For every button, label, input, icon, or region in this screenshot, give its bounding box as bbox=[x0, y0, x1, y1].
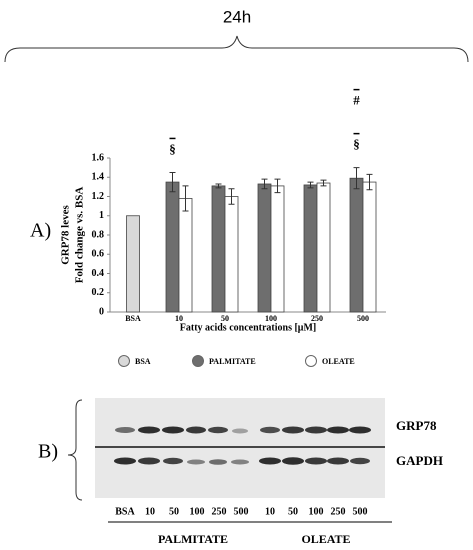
error-bar bbox=[353, 167, 360, 190]
band bbox=[232, 428, 248, 434]
gapdh-bands bbox=[114, 457, 370, 465]
x-tick-label: 100 bbox=[265, 314, 277, 323]
blot: B) GRP78 GAPDH PALMITATE OLEATE bbox=[38, 398, 443, 546]
band bbox=[350, 457, 370, 465]
legend-marker bbox=[192, 355, 204, 367]
lane-label: BSA bbox=[115, 506, 135, 517]
legend-label: PALMITATE bbox=[209, 357, 256, 366]
bar bbox=[257, 183, 272, 313]
x-tick-label: 500 bbox=[357, 314, 369, 323]
lane-label: 10 bbox=[145, 506, 155, 517]
lane-label: 250 bbox=[212, 506, 227, 517]
band bbox=[187, 459, 205, 465]
band bbox=[305, 457, 327, 465]
lane-label: 500 bbox=[234, 506, 249, 517]
band bbox=[115, 427, 135, 433]
band bbox=[162, 426, 184, 434]
annotation: § bbox=[169, 141, 176, 156]
lane-label: 50 bbox=[288, 506, 298, 517]
annotation: # bbox=[353, 93, 360, 108]
y-axis-label: Fold change vs. BSA bbox=[74, 187, 86, 284]
annotation: § bbox=[353, 137, 360, 152]
band bbox=[138, 457, 160, 465]
error-bar bbox=[320, 179, 327, 187]
band bbox=[327, 426, 349, 434]
lane-label: 50 bbox=[169, 506, 179, 517]
bracket bbox=[67, 399, 83, 501]
lane-label: 100 bbox=[309, 506, 324, 517]
lane-label: 100 bbox=[190, 506, 205, 517]
legend-label: BSA bbox=[135, 357, 151, 366]
band bbox=[138, 426, 160, 434]
bar bbox=[224, 196, 239, 313]
error-bar bbox=[182, 185, 189, 212]
bar bbox=[270, 185, 285, 313]
band bbox=[209, 459, 227, 465]
lane-label: 10 bbox=[265, 506, 275, 517]
panel-label: A) bbox=[30, 220, 51, 242]
group-label: PALMITATE bbox=[158, 532, 228, 546]
y-tick-label: 0.6 bbox=[92, 249, 105, 260]
y-tick-label: 1.6 bbox=[92, 152, 105, 163]
panel-label: B) bbox=[38, 441, 58, 463]
band-label: GRP78 bbox=[396, 418, 437, 433]
error-bar bbox=[215, 183, 222, 189]
y-axis-label: GRP78 leves bbox=[60, 204, 72, 264]
legend-label: OLEATE bbox=[322, 357, 355, 366]
band bbox=[114, 457, 136, 465]
x-tick-label: 50 bbox=[221, 314, 229, 323]
time-title: 24h bbox=[223, 7, 251, 26]
lane-label: 250 bbox=[331, 506, 346, 517]
error-bar bbox=[366, 173, 373, 191]
grp78-bands bbox=[115, 426, 371, 434]
brace bbox=[4, 35, 469, 63]
y-tick-label: 1.2 bbox=[92, 191, 105, 202]
bar bbox=[362, 181, 377, 313]
band bbox=[349, 426, 371, 434]
band bbox=[186, 426, 206, 434]
group-label: OLEATE bbox=[301, 532, 350, 546]
band bbox=[231, 459, 249, 465]
band bbox=[282, 426, 304, 434]
bar bbox=[126, 215, 140, 313]
blot-membrane bbox=[95, 398, 385, 498]
band bbox=[208, 426, 228, 434]
legend-marker bbox=[118, 355, 130, 367]
band-label: GAPDH bbox=[396, 453, 443, 468]
bar bbox=[303, 184, 318, 313]
band bbox=[327, 457, 349, 465]
y-tick-label: 0.4 bbox=[92, 268, 105, 279]
bar bbox=[178, 198, 193, 313]
error-bar bbox=[307, 181, 314, 189]
legend-marker bbox=[305, 355, 317, 367]
band bbox=[260, 426, 280, 434]
y-tick-label: 1 bbox=[99, 210, 104, 221]
bar bbox=[211, 185, 226, 313]
x-tick-label: BSA bbox=[125, 314, 141, 323]
band bbox=[163, 457, 183, 465]
error-bar bbox=[228, 188, 235, 205]
x-axis-label: Fatty acids concentrations [μM] bbox=[180, 322, 316, 333]
bar bbox=[349, 177, 364, 313]
band bbox=[259, 457, 281, 465]
error-bar bbox=[169, 171, 176, 193]
band bbox=[282, 457, 304, 465]
error-bar bbox=[261, 178, 268, 190]
y-tick-label: 0.8 bbox=[92, 229, 105, 240]
y-tick-label: 0.2 bbox=[92, 287, 105, 298]
y-tick-label: 0 bbox=[99, 306, 104, 317]
band bbox=[305, 426, 327, 434]
error-bar bbox=[274, 178, 281, 194]
lane-label: 500 bbox=[353, 506, 368, 517]
bar bbox=[165, 181, 180, 313]
x-tick-label: 10 bbox=[175, 314, 183, 323]
bar bbox=[316, 182, 331, 313]
y-tick-label: 1.4 bbox=[92, 172, 105, 183]
x-tick-label: 250 bbox=[311, 314, 323, 323]
